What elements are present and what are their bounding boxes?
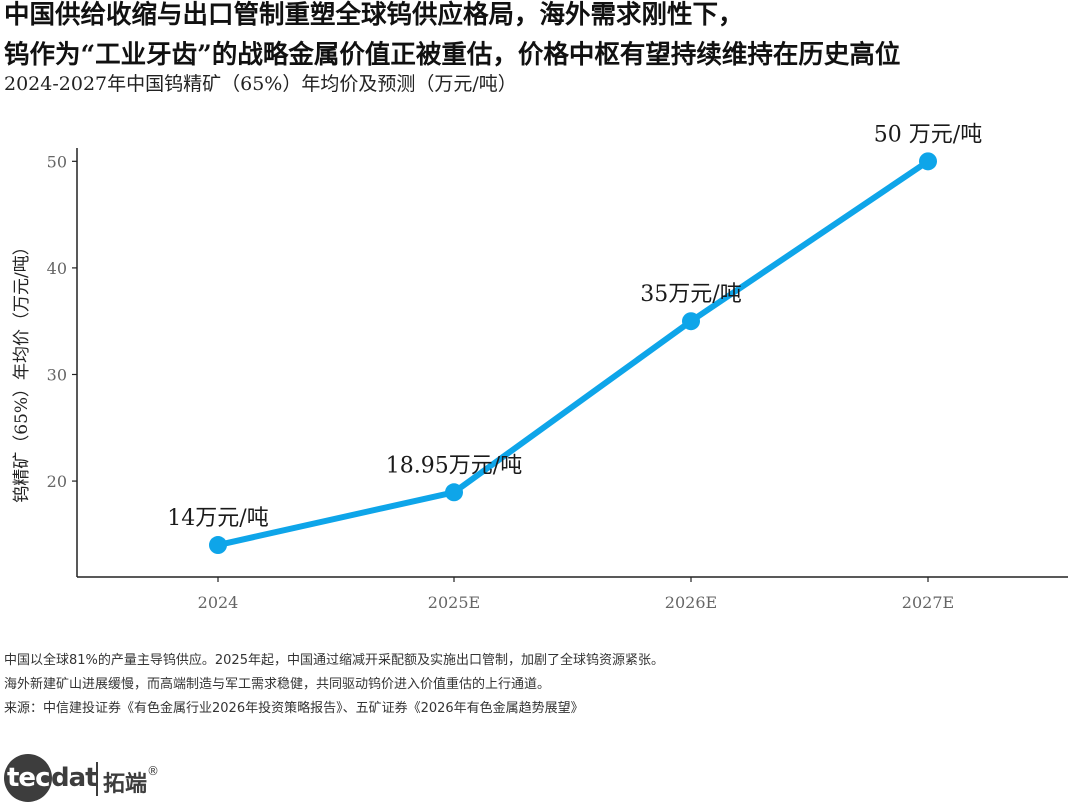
data-label: 14万元/吨: [167, 506, 268, 531]
data-point: [919, 152, 937, 171]
logo-separator: [96, 762, 98, 796]
data-label: 50 万元/吨: [874, 122, 982, 147]
y-tick-label: 40: [47, 259, 67, 278]
chart-title-line-2: 钨作为“工业牙齿”的战略金属价值正被重估，价格中枢有望持续维持在历史高位: [4, 40, 901, 70]
y-axis-label: 钨精矿（65%）年均价（万元/吨）: [12, 238, 32, 503]
chart-title-line-1: 中国供给收缩与出口管制重塑全球钨供应格局，海外需求刚性下，: [4, 0, 744, 30]
logo-text-tec: tec: [7, 763, 50, 793]
x-tick-label: 2027E: [902, 593, 954, 612]
note-line-2: 海外新建矿山进展缓慢，而高端制造与军工需求稳健，共同驱动钨价进入价值重估的上行通…: [4, 677, 551, 692]
y-tick-label: 20: [47, 472, 67, 491]
data-label: 35万元/吨: [640, 282, 741, 307]
logo-text-dat: dat: [51, 763, 98, 793]
y-tick-label: 30: [47, 365, 67, 384]
y-tick-label: 50: [47, 152, 67, 171]
x-tick-label: 2025E: [428, 593, 480, 612]
x-tick-label: 2026E: [665, 593, 717, 612]
note-line-1: 中国以全球81%的产量主导钨供应。2025年起，中国通过缩减开采配额及实施出口管…: [4, 653, 664, 668]
tecdat-logo: tec dat 拓端 ®: [4, 754, 174, 808]
data-label: 18.95万元/吨: [386, 453, 522, 478]
line-chart: 20 30 40 50 2024 2025E 2026E 2027E 钨精矿（65%）年均价（万…: [12, 122, 1068, 612]
logo-circle: [4, 754, 52, 802]
chart-subtitle: 2024-2027年中国钨精矿（65%）年均价及预测（万元/吨）: [4, 73, 517, 95]
series-line: [215, 158, 931, 549]
data-point: [209, 536, 227, 555]
source-line: 来源：中信建投证券《有色金属行业2026年投资策略报告》、五矿证券《2026年有…: [4, 701, 584, 716]
data-point: [445, 483, 463, 502]
data-point: [682, 312, 700, 331]
logo-text-cn: 拓端: [103, 772, 148, 797]
logo-registered-mark: ®: [147, 764, 159, 778]
x-tick-label: 2024: [198, 593, 239, 612]
